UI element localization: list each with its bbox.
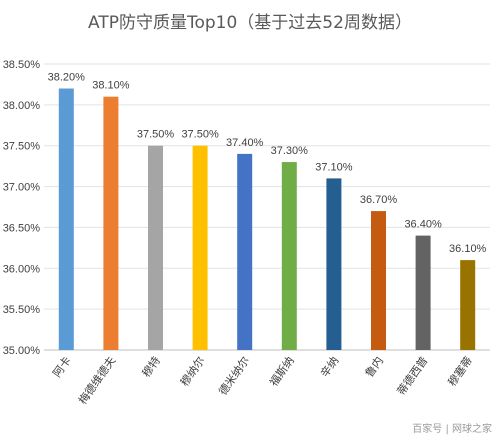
data-label: 37.30% xyxy=(271,145,309,157)
bar xyxy=(58,88,74,350)
x-tick-label: 福斯纳 xyxy=(266,354,296,389)
data-label: 38.10% xyxy=(92,80,130,92)
x-tick-label: 穆塞蒂 xyxy=(445,354,475,389)
data-label: 37.50% xyxy=(137,129,175,141)
y-tick-label: 38.00% xyxy=(3,100,41,112)
x-tick-label: 辛纳 xyxy=(317,354,341,380)
x-tick-label: 鲁内 xyxy=(362,354,386,380)
y-axis-ticks: 35.00% 35.50% 36.00% 36.50% 37.00% 37.50% 38.0… xyxy=(3,59,41,357)
bar xyxy=(103,96,119,350)
x-tick-label: 阿卡 xyxy=(50,354,73,379)
x-tick-label: 穆纳尔 xyxy=(177,354,207,389)
x-axis-ticks: 阿卡 梅德维德夫 穆特 穆纳尔 德米纳尔 福斯纳 辛纳 鲁内 蒂德西普 穆塞蒂 xyxy=(50,354,475,407)
y-tick-label: 35.50% xyxy=(3,304,41,316)
x-tick-label: 德米纳尔 xyxy=(215,354,252,398)
bars xyxy=(58,88,476,350)
x-tick-label: 蒂德西普 xyxy=(394,354,431,398)
data-label: 36.70% xyxy=(360,194,398,206)
x-tick-label: 梅德维德夫 xyxy=(75,354,118,407)
y-tick-label: 35.00% xyxy=(3,345,41,357)
bar xyxy=(281,162,297,350)
bar xyxy=(148,145,163,350)
chart-title: ATP防守质量Top10（基于过去52周数据） xyxy=(88,13,412,33)
watermark: 百家号 | 网球之家 xyxy=(412,422,492,435)
bar xyxy=(326,178,342,350)
bar xyxy=(460,260,476,350)
y-tick-label: 37.00% xyxy=(3,182,41,194)
bar xyxy=(192,145,208,350)
data-label: 36.40% xyxy=(404,219,442,231)
data-label: 38.20% xyxy=(48,72,86,84)
bar xyxy=(415,235,431,350)
bar xyxy=(371,211,386,350)
x-tick-label: 穆特 xyxy=(139,354,163,380)
data-label: 37.50% xyxy=(181,129,219,141)
y-tick-label: 38.50% xyxy=(3,59,41,71)
data-labels: 38.20% 38.10% 37.50% 37.50% 37.40% 37.30% 37.1… xyxy=(48,72,487,256)
data-label: 37.10% xyxy=(315,161,353,173)
data-label: 37.40% xyxy=(226,137,264,149)
bar xyxy=(237,153,253,350)
y-tick-label: 36.50% xyxy=(3,222,41,234)
y-tick-label: 36.00% xyxy=(3,263,41,275)
y-tick-label: 37.50% xyxy=(3,141,41,153)
data-label: 36.10% xyxy=(449,243,487,255)
